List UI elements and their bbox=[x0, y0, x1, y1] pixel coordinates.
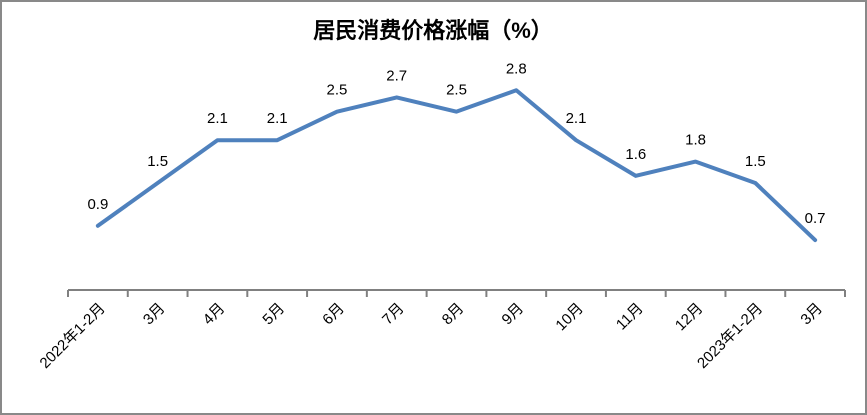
data-label: 2.1 bbox=[566, 110, 587, 127]
data-label: 2.1 bbox=[267, 110, 288, 127]
data-label: 2.8 bbox=[506, 60, 527, 77]
data-label: 0.9 bbox=[87, 196, 108, 213]
chart-title: 居民消费价格涨幅（%） bbox=[313, 18, 553, 43]
data-label: 2.5 bbox=[327, 82, 348, 99]
series-line bbox=[95, 88, 818, 243]
data-label: 1.8 bbox=[685, 132, 706, 149]
data-label: 2.7 bbox=[386, 67, 407, 84]
data-label: 1.6 bbox=[625, 146, 646, 163]
data-label: 0.7 bbox=[805, 210, 826, 227]
data-label: 1.5 bbox=[147, 153, 168, 170]
data-label: 1.5 bbox=[745, 153, 766, 170]
data-label: 2.1 bbox=[207, 110, 228, 127]
data-label: 2.5 bbox=[446, 82, 467, 99]
